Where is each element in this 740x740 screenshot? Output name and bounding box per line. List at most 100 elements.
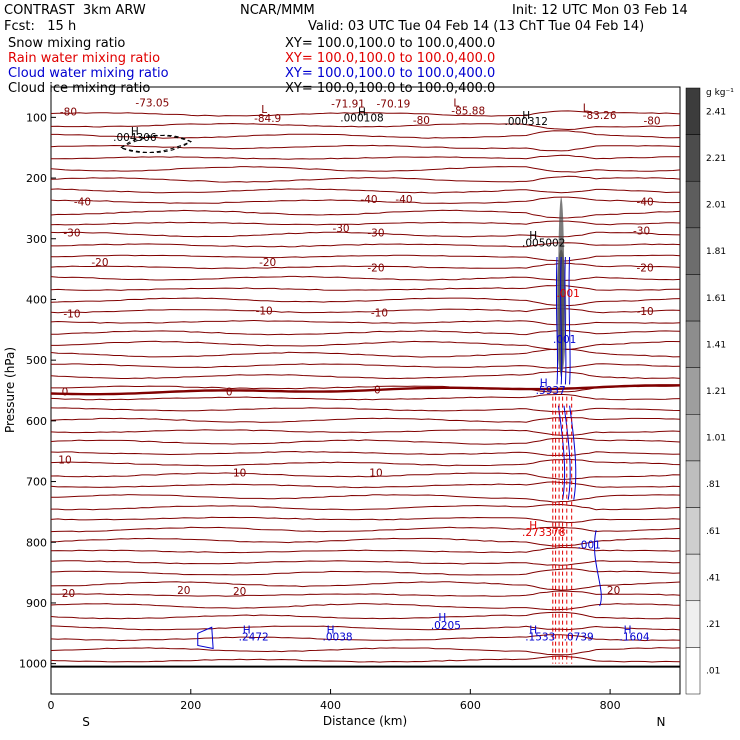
contour-label: -71.91 [331, 99, 365, 111]
cloud-water-contour [197, 626, 214, 650]
cloud-water-contour [557, 405, 566, 500]
field-cloudice-xy: XY= 100.0,100.0 to 100.0,400.0 [285, 81, 496, 96]
isotherm-line [50, 262, 681, 270]
contour-label: 0 [62, 386, 69, 398]
contour-label: H [540, 377, 548, 389]
colorbar-label: 1.81 [706, 247, 726, 257]
cloud-water-contour [555, 256, 559, 385]
field-rain-xy: XY= 100.0,100.0 to 100.0,400.0 [285, 51, 496, 66]
isotherm-line [50, 526, 681, 533]
contour-label: .001 [556, 288, 579, 300]
contour-label: H [243, 624, 251, 636]
y-tick-label: 100 [26, 111, 47, 124]
contour-label: 20 [177, 585, 190, 597]
y-tick-label: 300 [26, 233, 47, 246]
colorbar-label: 1.61 [706, 294, 726, 304]
title-left: CONTRAST 3km ARW [4, 3, 146, 18]
y-tick-label: 1000 [19, 658, 47, 671]
cloud-ice-core [558, 197, 565, 378]
colorbar-swatch [685, 367, 701, 415]
isotherm-line [50, 450, 681, 457]
colorbar-unit: g kg⁻¹ [706, 88, 734, 98]
isotherm-line [50, 319, 681, 326]
y-tick-label: 900 [26, 597, 47, 610]
contour-label: H [358, 107, 366, 119]
isotherm-line [50, 393, 681, 401]
isotherm-line [51, 340, 681, 351]
contour-label: -20 [636, 263, 653, 275]
isotherm-line [51, 503, 681, 511]
isotherm-line [51, 363, 681, 369]
colorbar-label: .01 [706, 667, 720, 677]
contour-label: .0038 [323, 632, 353, 644]
contour-label: -30 [332, 223, 349, 235]
contour-label: 0 [226, 386, 233, 398]
isotherm-line [50, 370, 681, 380]
contour-label: -73.05 [135, 97, 169, 109]
contour-label: -84.9 [254, 113, 281, 125]
cloud-water-contour [563, 405, 571, 500]
y-tick-label: 500 [26, 354, 47, 367]
colorbar-label: .61 [706, 527, 720, 537]
isotherm-line [50, 122, 681, 131]
contour-label: H [522, 110, 530, 122]
isotherm-line [50, 166, 681, 173]
colorbar-swatch [685, 87, 701, 135]
y-tick-label: 200 [26, 172, 47, 185]
isotherm-line [50, 407, 681, 413]
isotherm-line [50, 634, 681, 642]
contour-label: .001 [577, 539, 600, 551]
isotherm-line [50, 546, 681, 554]
field-snow-xy: XY= 100.0,100.0 to 100.0,400.0 [285, 36, 496, 51]
contour-label: -20 [367, 263, 384, 275]
isotherm-line [50, 429, 681, 436]
isotherm-line [51, 130, 681, 139]
isotherm-line [50, 590, 681, 597]
endpoint-north: N [657, 715, 666, 729]
contour-label: -10 [371, 307, 388, 319]
contour-label: 10 [233, 468, 246, 480]
colorbar-label: 1.21 [706, 387, 726, 397]
contour-label: 20 [62, 588, 75, 600]
contour-label: -40 [74, 196, 91, 208]
colorbar-label: 1.41 [706, 340, 726, 350]
contour-label: L [453, 97, 459, 109]
isotherm-line [50, 348, 681, 358]
y-tick-label: 800 [26, 536, 47, 549]
title-center: NCAR/MMM [240, 3, 315, 18]
isotherm-line [50, 481, 681, 489]
contour-label: .001 [553, 334, 576, 346]
isotherm-line [50, 472, 681, 480]
isotherm-line [50, 196, 681, 204]
colorbar-swatch [685, 414, 701, 462]
colorbar-label: .81 [706, 480, 720, 490]
isotherm-line [50, 437, 681, 445]
y-tick-label: 600 [26, 415, 47, 428]
isotherm-line [50, 284, 680, 291]
isotherm-line [50, 560, 681, 566]
contour-label: -80 [413, 115, 430, 127]
contour-label: .2472 [239, 632, 269, 644]
y-tick-label: 400 [26, 293, 47, 306]
isotherm-line [50, 220, 681, 226]
isotherm-line [50, 231, 681, 238]
isotherm-line [50, 154, 680, 160]
forecast-hour: Fcst: 15 h [4, 19, 77, 34]
isotherm-line [50, 458, 681, 467]
x-tick-label: 200 [180, 699, 201, 712]
isotherm-line [50, 209, 681, 219]
colorbar-label: .21 [706, 620, 720, 630]
colorbar-swatch [685, 180, 701, 229]
isotherm-line [50, 611, 681, 620]
contour-label: -40 [636, 196, 653, 208]
contour-label: -30 [633, 226, 650, 238]
colorbar-swatch [685, 227, 701, 275]
cloud-water-contour [560, 256, 563, 385]
cloud-water-contour [564, 256, 567, 385]
isotherm-line [51, 242, 681, 248]
isotherm-line [50, 516, 681, 524]
colorbar-label: 2.21 [706, 154, 726, 164]
field-cloudwater-xy: XY= 100.0,100.0 to 100.0,400.0 [285, 66, 496, 81]
snow-contour [120, 134, 192, 153]
